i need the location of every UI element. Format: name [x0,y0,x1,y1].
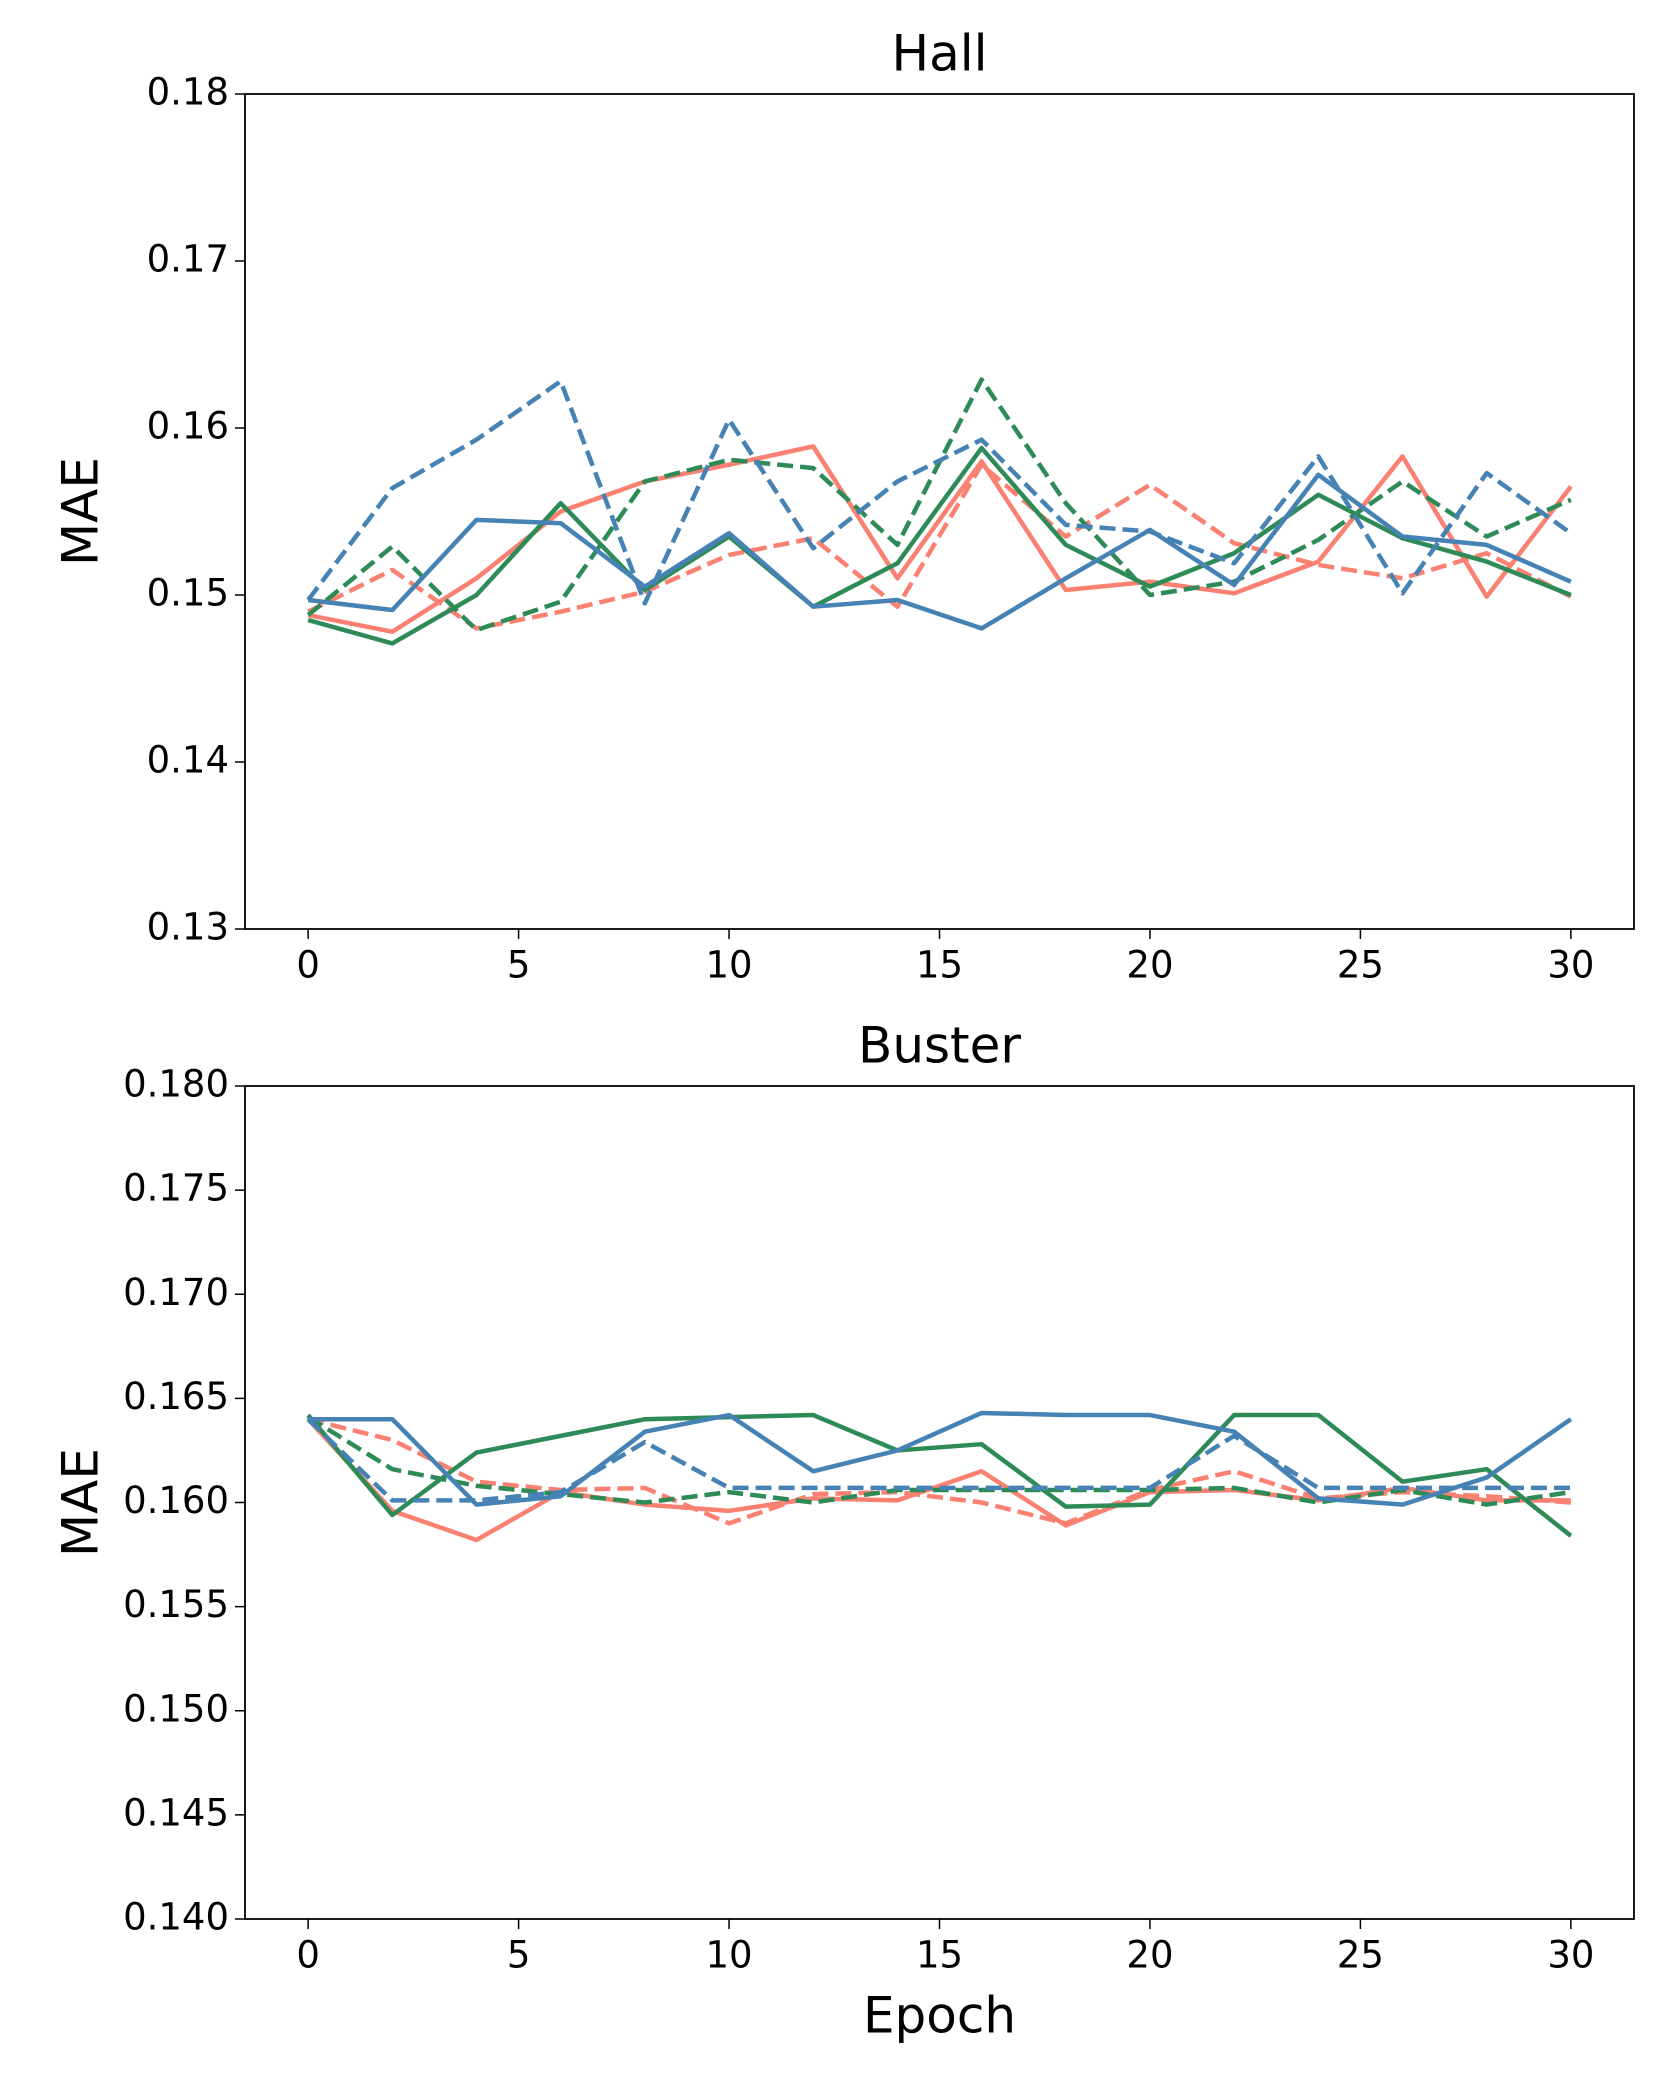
data-line [306,1415,1572,1507]
y-tick-label: 0.160 [123,1479,229,1522]
x-tick-label: 0 [296,944,320,987]
x-tick-label: 10 [705,944,752,987]
y-axis-label: MAE [52,1448,110,1557]
y-tick-label: 0.18 [147,71,229,114]
x-axis-label: Epoch [863,1987,1016,2045]
x-tick-label: 30 [1547,944,1594,987]
x-tick-label: 30 [1547,1934,1594,1977]
y-tick-label: 0.170 [123,1271,229,1314]
data-line [307,445,1572,646]
y-tick-label: 0.145 [123,1791,229,1834]
y-tick-label: 0.155 [123,1583,229,1626]
y-tick-label: 0.180 [123,1063,229,1106]
y-tick-label: 0.16 [147,405,229,448]
y-tick-label: 0.15 [147,572,229,615]
x-tick-label: 15 [916,1934,963,1977]
y-tick-label: 0.14 [147,739,229,782]
x-tick-label: 25 [1337,1934,1384,1977]
data-line [306,1417,1571,1503]
x-tick-label: 15 [916,944,963,987]
x-tick-label: 20 [1126,944,1173,987]
y-axis-label: MAE [52,457,110,566]
y-tick-label: 0.165 [123,1375,229,1418]
data-line [306,1412,1573,1538]
x-tick-label: 10 [705,1934,752,1977]
data-line [306,378,1573,606]
data-line [308,1410,1573,1507]
y-tick-label: 0.175 [123,1167,229,1210]
chart-title: Hall [891,25,987,83]
x-tick-label: 5 [507,1934,531,1977]
plot-frame [244,93,1635,930]
chart-title: Buster [858,1017,1021,1075]
data-line [306,1417,1571,1543]
y-tick-label: 0.17 [147,238,229,281]
data-line [307,472,1572,631]
data-line [307,1417,1572,1526]
y-tick-label: 0.13 [147,906,229,949]
y-tick-label: 0.150 [123,1687,229,1730]
x-tick-label: 20 [1126,1934,1173,1977]
data-line [307,462,1572,631]
x-tick-label: 5 [507,944,531,987]
x-tick-label: 0 [296,1934,320,1977]
y-tick-label: 0.140 [123,1896,229,1939]
plot-frame [244,1085,1635,1920]
x-tick-label: 25 [1337,944,1384,987]
data-line [307,444,1573,634]
